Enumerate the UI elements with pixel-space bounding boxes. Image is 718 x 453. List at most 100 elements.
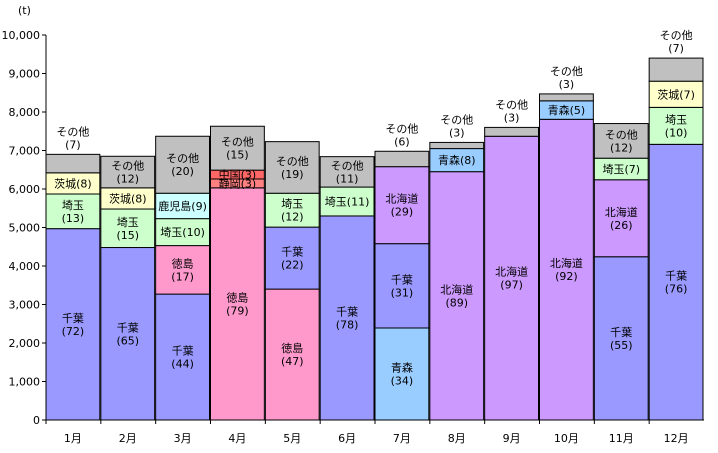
y-tick-label: 9,000 (9, 68, 41, 81)
segment-label: 北海道(29) (385, 192, 418, 219)
bar-segment (264, 141, 320, 194)
bar-segment (155, 245, 211, 295)
bar-segment (155, 293, 211, 421)
segment-label: 徳島(79) (226, 290, 249, 317)
segment-label: 茨城(8) (109, 191, 147, 205)
y-tick-label: 7,000 (9, 145, 41, 158)
segment-label: その他(11) (331, 159, 364, 185)
segment-label: 埼玉(13) (62, 198, 85, 225)
segment-label: その他(19) (276, 155, 309, 181)
y-tick-label: 10,000 (2, 29, 41, 42)
segment-label: 徳島(47) (281, 341, 304, 368)
bar-stack (319, 156, 375, 421)
x-tick-label: 4月 (228, 432, 246, 445)
segment-label: その他(20) (166, 152, 199, 178)
bar-segment (264, 226, 320, 290)
bar-segment (319, 156, 375, 188)
segment-label: 青森(8) (438, 153, 476, 167)
segment-label: 埼玉(15) (116, 215, 139, 242)
bar-segment (429, 141, 485, 150)
bar-segment (45, 193, 101, 230)
x-tick-label: 10月 (554, 432, 579, 445)
bar-segment (374, 327, 430, 421)
segment-label: 千葉(44) (171, 344, 194, 371)
y-tick-label: 0 (33, 414, 40, 427)
x-tick-label: 1月 (64, 432, 82, 445)
bar-stack (593, 123, 649, 421)
axes-group: 0 1,000 2,000 3,000 4,000 5,000 6,000 7,000 8,00… (2, 29, 704, 445)
segment-label: 北海道(92) (550, 256, 583, 283)
segment-label: その他(3) (550, 65, 583, 91)
x-tick-label: 6月 (338, 432, 356, 445)
bar-segment (648, 143, 704, 421)
segment-label: 千葉(72) (62, 311, 85, 338)
segment-label: その他(7) (660, 29, 693, 55)
bar-segment (648, 106, 704, 145)
segment-label: その他(6) (385, 122, 418, 148)
bar-segment (374, 243, 430, 329)
segment-label: その他(12) (111, 160, 144, 186)
segment-label: 茨城(7) (657, 87, 695, 101)
y-tick-label: 4,000 (9, 260, 41, 273)
segment-label: その他(7) (56, 125, 89, 151)
bar-segment (374, 166, 430, 245)
y-axis-unit-label: (t) (18, 4, 31, 17)
segment-label: 千葉(22) (281, 245, 304, 272)
segment-label: 千葉(65) (116, 320, 139, 347)
segment-labels-group: 千葉(72) 埼玉(13) 茨城(8) その他(7) 千葉(65) 埼玉(15) 茨城(8)… (54, 29, 695, 387)
bar-segment (155, 218, 211, 247)
bar-segment (100, 208, 156, 249)
bar-segment (45, 228, 101, 421)
segment-label: 北海道(26) (605, 205, 638, 232)
y-tick-label: 6,000 (9, 183, 41, 196)
bar-segment (319, 186, 375, 217)
bar-segment (648, 57, 704, 82)
bar-segment (539, 118, 594, 421)
segment-label: 青森(34) (391, 360, 414, 387)
x-tick-label: 5月 (283, 432, 301, 445)
x-tick-label: 11月 (609, 432, 634, 445)
bars-group (45, 57, 704, 421)
segment-label: 千葉(31) (391, 272, 414, 299)
segment-label: 北海道(97) (495, 265, 528, 292)
bar-stack (374, 150, 430, 421)
bar-stack (100, 155, 156, 421)
segment-label: 千葉(78) (336, 304, 359, 331)
segment-label: その他(15) (221, 136, 254, 162)
y-tick-label: 2,000 (9, 337, 41, 350)
bar-segment (429, 171, 485, 421)
bar-stack (264, 141, 320, 421)
x-tick-label: 2月 (119, 432, 137, 445)
segment-label: 茨城(8) (54, 176, 92, 190)
segment-label: その他(12) (605, 128, 638, 154)
bar-segment (210, 187, 265, 421)
bar-stack (155, 135, 211, 421)
segment-label: 中国(3) (219, 169, 257, 182)
bar-stack (539, 93, 594, 421)
segment-label: 埼玉(7) (602, 162, 640, 176)
bar-stack (429, 141, 485, 421)
bar-segment (593, 179, 649, 258)
x-tick-label: 8月 (448, 432, 466, 445)
bar-segment (539, 93, 594, 102)
y-tick-label: 8,000 (9, 106, 41, 119)
bar-stack (648, 57, 704, 421)
bar-segment (210, 125, 265, 171)
segment-label: 静岡(3) (219, 176, 257, 190)
bar-segment (155, 135, 211, 194)
segment-label: その他(3) (440, 113, 473, 139)
y-tick-label: 3,000 (9, 299, 41, 312)
y-tick-label: 5,000 (9, 222, 41, 235)
segment-label: 埼玉(11) (325, 195, 370, 209)
segment-label: 埼玉(10) (160, 225, 205, 239)
segment-label: 埼玉(10) (665, 112, 688, 139)
bar-segment (45, 153, 101, 174)
x-tick-label: 7月 (393, 432, 411, 445)
segment-label: 鹿児島(9) (158, 199, 207, 213)
segment-label: 千葉(76) (665, 269, 688, 296)
bar-segment (484, 126, 539, 137)
segment-label: 千葉(55) (610, 325, 633, 352)
x-tick-label: 12月 (664, 432, 689, 445)
x-tick-label: 3月 (174, 432, 192, 445)
